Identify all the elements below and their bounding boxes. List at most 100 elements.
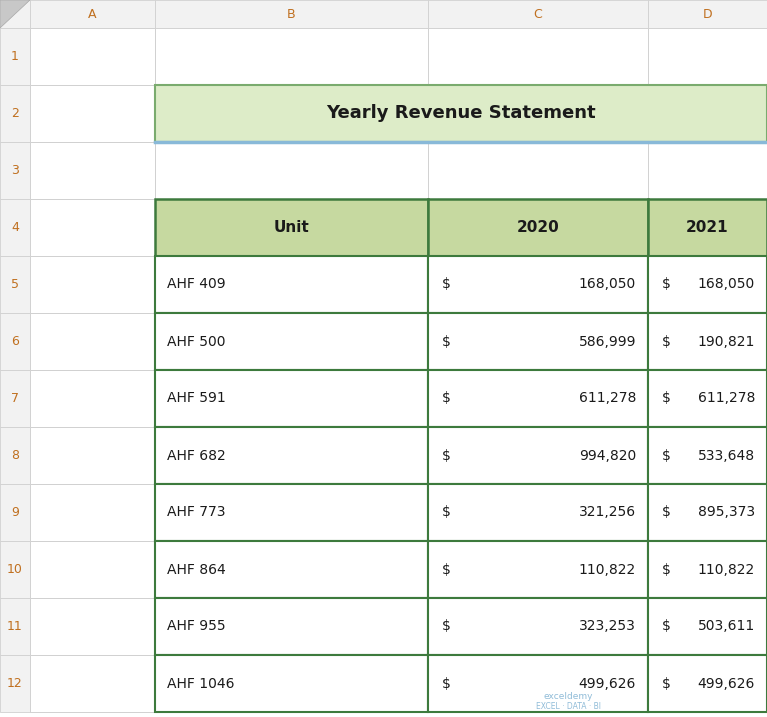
Bar	[648, 199, 767, 256]
Bar	[648, 484, 767, 541]
Bar	[30, 28, 155, 85]
Bar	[0, 256, 30, 313]
Bar	[428, 484, 648, 541]
Text: 499,626: 499,626	[698, 677, 755, 690]
Bar	[155, 199, 428, 256]
Text: $: $	[442, 677, 451, 690]
Text: 110,822: 110,822	[579, 563, 636, 576]
Bar	[0, 199, 30, 256]
Bar	[0, 313, 30, 370]
Bar	[155, 370, 428, 427]
Text: $: $	[662, 449, 671, 462]
Bar	[428, 28, 648, 85]
Bar	[30, 0, 155, 28]
Bar	[648, 256, 767, 313]
Text: AHF 682: AHF 682	[167, 449, 225, 462]
Text: B: B	[287, 7, 296, 21]
Bar	[648, 655, 767, 712]
Bar	[155, 313, 428, 370]
Text: $: $	[662, 563, 671, 576]
Text: $: $	[662, 391, 671, 406]
Text: Unit: Unit	[274, 220, 309, 235]
Text: $: $	[442, 563, 451, 576]
Bar	[428, 598, 648, 655]
Bar	[30, 427, 155, 484]
Text: 895,373: 895,373	[698, 505, 755, 520]
Bar	[30, 370, 155, 427]
Bar	[428, 655, 648, 712]
Text: 9: 9	[11, 506, 19, 519]
Text: $: $	[442, 391, 451, 406]
Bar	[155, 313, 428, 370]
Bar	[648, 370, 767, 427]
Bar	[648, 598, 767, 655]
Bar	[428, 484, 648, 541]
Text: C: C	[534, 7, 542, 21]
Bar	[648, 598, 767, 655]
Bar	[30, 28, 155, 85]
Text: 611,278: 611,278	[698, 391, 755, 406]
Bar	[30, 427, 155, 484]
Bar	[30, 484, 155, 541]
Bar	[428, 142, 648, 199]
Bar	[155, 85, 767, 142]
Bar	[30, 199, 155, 256]
Bar	[30, 541, 155, 598]
Bar	[155, 598, 428, 655]
Bar	[155, 370, 428, 427]
Bar	[0, 655, 30, 712]
Bar	[155, 85, 428, 142]
Bar	[0, 427, 30, 484]
Bar	[648, 142, 767, 199]
Bar	[155, 427, 428, 484]
Text: 323,253: 323,253	[579, 619, 636, 634]
Text: 5: 5	[11, 278, 19, 291]
Text: $: $	[442, 335, 451, 348]
Text: 3: 3	[11, 164, 19, 177]
Text: AHF 864: AHF 864	[167, 563, 225, 576]
Bar	[428, 0, 648, 28]
Text: $: $	[442, 449, 451, 462]
Text: 2020: 2020	[517, 220, 559, 235]
Bar	[428, 199, 648, 256]
Text: 4: 4	[11, 221, 19, 234]
Bar	[30, 85, 155, 142]
Bar	[30, 598, 155, 655]
Bar	[648, 28, 767, 85]
Text: 110,822: 110,822	[698, 563, 755, 576]
Bar	[0, 484, 30, 541]
Text: 168,050: 168,050	[579, 277, 636, 292]
Bar	[0, 370, 30, 427]
Bar	[428, 199, 648, 256]
Bar	[155, 484, 428, 541]
Bar	[648, 313, 767, 370]
Bar	[30, 370, 155, 427]
Text: AHF 773: AHF 773	[167, 505, 225, 520]
Bar	[30, 541, 155, 598]
Bar	[155, 142, 428, 199]
Bar	[30, 598, 155, 655]
Text: $: $	[442, 505, 451, 520]
Text: 10: 10	[7, 563, 23, 576]
Text: AHF 1046: AHF 1046	[167, 677, 235, 690]
Bar	[30, 256, 155, 313]
Bar	[30, 313, 155, 370]
Bar	[428, 541, 648, 598]
Bar	[155, 28, 428, 85]
Bar	[648, 199, 767, 256]
Text: 499,626: 499,626	[578, 677, 636, 690]
Bar	[648, 484, 767, 541]
Bar	[30, 655, 155, 712]
Bar	[155, 541, 428, 598]
Bar	[428, 85, 648, 142]
Bar	[155, 484, 428, 541]
Bar	[30, 142, 155, 199]
Bar	[30, 142, 155, 199]
Bar	[155, 0, 428, 28]
Text: 168,050: 168,050	[698, 277, 755, 292]
Bar	[0, 541, 30, 598]
Bar	[648, 427, 767, 484]
Bar	[428, 541, 648, 598]
Text: AHF 955: AHF 955	[167, 619, 225, 634]
Bar	[30, 256, 155, 313]
